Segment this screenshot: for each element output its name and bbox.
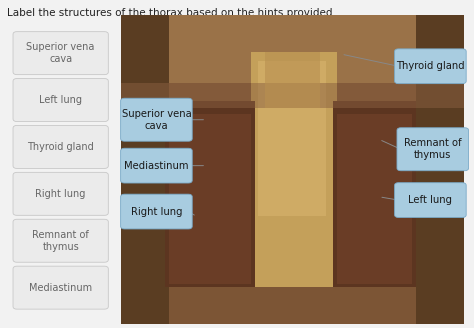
FancyBboxPatch shape (13, 31, 108, 75)
Text: Right lung: Right lung (36, 189, 86, 199)
Text: Superior vena
cava: Superior vena cava (27, 42, 95, 64)
FancyBboxPatch shape (258, 61, 327, 216)
FancyBboxPatch shape (416, 15, 464, 324)
Text: Right lung: Right lung (131, 207, 182, 216)
FancyBboxPatch shape (120, 98, 192, 141)
FancyBboxPatch shape (13, 79, 108, 122)
Text: Mediastinum: Mediastinum (124, 161, 189, 171)
FancyBboxPatch shape (169, 114, 251, 284)
FancyBboxPatch shape (120, 194, 192, 229)
FancyBboxPatch shape (394, 49, 466, 84)
FancyBboxPatch shape (121, 83, 464, 108)
Text: Left lung: Left lung (39, 95, 82, 105)
FancyBboxPatch shape (121, 15, 464, 324)
FancyBboxPatch shape (397, 128, 468, 171)
Text: Left lung: Left lung (409, 195, 452, 205)
FancyBboxPatch shape (165, 101, 255, 287)
FancyBboxPatch shape (333, 101, 416, 287)
FancyBboxPatch shape (13, 266, 108, 309)
Text: Thyroid gland: Thyroid gland (27, 142, 94, 152)
FancyBboxPatch shape (120, 148, 192, 183)
FancyBboxPatch shape (13, 125, 108, 169)
FancyBboxPatch shape (13, 173, 108, 215)
Text: Mediastinum: Mediastinum (29, 283, 92, 293)
Text: Label the structures of the thorax based on the hints provided.: Label the structures of the thorax based… (7, 8, 336, 18)
FancyBboxPatch shape (162, 15, 422, 83)
FancyBboxPatch shape (121, 15, 169, 324)
Text: Superior vena
cava: Superior vena cava (121, 109, 191, 131)
FancyBboxPatch shape (394, 183, 466, 217)
Text: Remnant of
thymus: Remnant of thymus (32, 230, 89, 252)
FancyBboxPatch shape (251, 52, 337, 287)
FancyBboxPatch shape (265, 52, 319, 108)
Text: Remnant of
thymus: Remnant of thymus (404, 138, 462, 160)
FancyBboxPatch shape (121, 15, 464, 324)
FancyBboxPatch shape (337, 114, 412, 284)
Text: Thyroid gland: Thyroid gland (396, 61, 465, 71)
FancyBboxPatch shape (13, 219, 108, 262)
